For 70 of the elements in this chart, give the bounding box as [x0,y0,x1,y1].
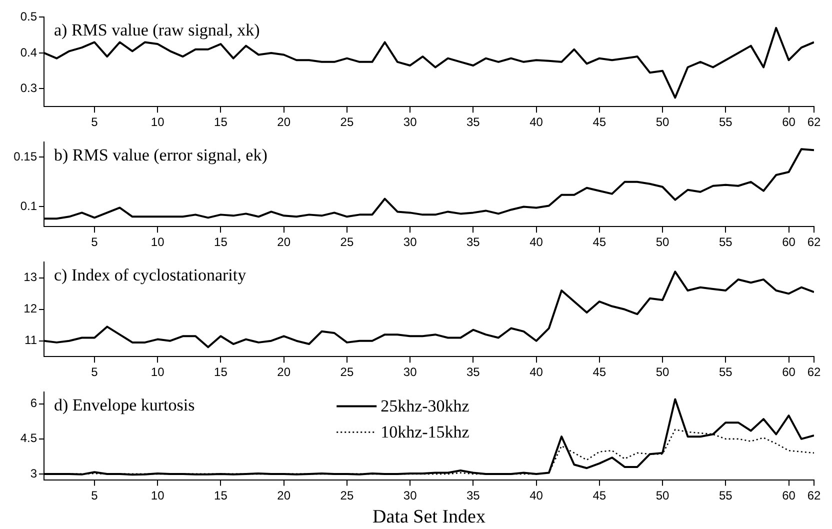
y-tick-label: 0.4 [20,45,38,60]
x-tick-label: 60 [782,235,796,250]
y-tick-label: 3 [30,466,38,480]
x-tick-label: 25 [340,235,354,250]
x-axis-title: Data Set Index [372,506,486,528]
legend-label: 10khz-15khz [380,422,470,442]
x-tick-label: 50 [656,115,670,130]
x-tick-label: 55 [718,365,733,380]
x-tick-label: 60 [782,365,796,380]
x-tick-label: 35 [466,365,480,380]
x-tick-label: 62 [807,235,821,250]
x-tick-label: 15 [214,488,228,502]
x-tick-label: 62 [807,365,821,380]
x-tick-label: 10 [150,115,165,130]
x-tick-label: 15 [214,115,228,130]
x-tick-label: 30 [403,235,418,250]
x-tick-label: 40 [530,235,544,250]
x-tick-label: 20 [277,488,291,502]
x-tick-label: 30 [403,115,418,130]
x-tick-label: 25 [340,365,354,380]
x-tick-label: 60 [782,115,796,130]
x-tick-label: 45 [592,235,606,250]
x-tick-label: 55 [718,115,733,130]
y-tick-label: 11 [24,333,38,348]
x-tick-label: 5 [91,365,98,380]
chart-title: b) RMS value (error signal, ek) [54,146,268,165]
x-tick-label: 30 [403,365,418,380]
x-tick-label: 15 [214,235,228,250]
x-tick-label: 5 [91,115,98,130]
y-tick-label: 0.15 [14,149,38,164]
y-tick-label: 0.5 [20,10,38,24]
chart-title: d) Envelope kurtosis [54,396,195,415]
x-tick-label: 20 [277,365,291,380]
x-tick-label: 5 [91,488,98,502]
x-tick-label: 40 [530,365,544,380]
x-tick-label: 30 [403,488,418,502]
x-tick-label: 5 [91,235,98,250]
x-tick-label: 60 [782,488,796,502]
y-tick-label: 0.1 [20,199,38,214]
x-tick-label: 55 [718,488,733,502]
x-tick-label: 50 [656,365,670,380]
x-tick-label: 35 [466,115,480,130]
x-tick-label: 40 [530,488,544,502]
x-tick-label: 45 [592,365,606,380]
x-tick-label: 20 [277,235,291,250]
x-tick-label: 62 [807,488,821,502]
y-tick-label: 12 [24,302,38,316]
x-tick-label: 10 [150,235,165,250]
x-tick-label: 55 [718,235,733,250]
x-tick-label: 50 [656,488,670,502]
x-tick-label: 10 [150,488,165,502]
y-tick-label: 13 [24,270,38,284]
legend-label: 25khz-30khz [380,396,470,416]
x-tick-label: 50 [656,235,670,250]
y-tick-label: 6 [30,396,38,410]
y-tick-label: 0.3 [20,81,38,96]
x-tick-label: 45 [592,115,606,130]
x-tick-label: 35 [466,235,480,250]
y-tick-label: 4.5 [20,431,38,446]
x-tick-label: 10 [150,365,165,380]
x-tick-label: 25 [340,115,354,130]
x-tick-label: 15 [214,365,228,380]
x-tick-label: 25 [340,488,354,502]
chart-title: c) Index of cyclostationarity [54,266,247,285]
x-tick-label: 40 [530,115,544,130]
x-tick-label: 20 [277,115,291,130]
x-tick-label: 45 [592,488,606,502]
x-tick-label: 62 [807,115,821,130]
chart-title: a) RMS value (raw signal, xk) [54,20,260,40]
x-tick-label: 35 [466,488,480,502]
